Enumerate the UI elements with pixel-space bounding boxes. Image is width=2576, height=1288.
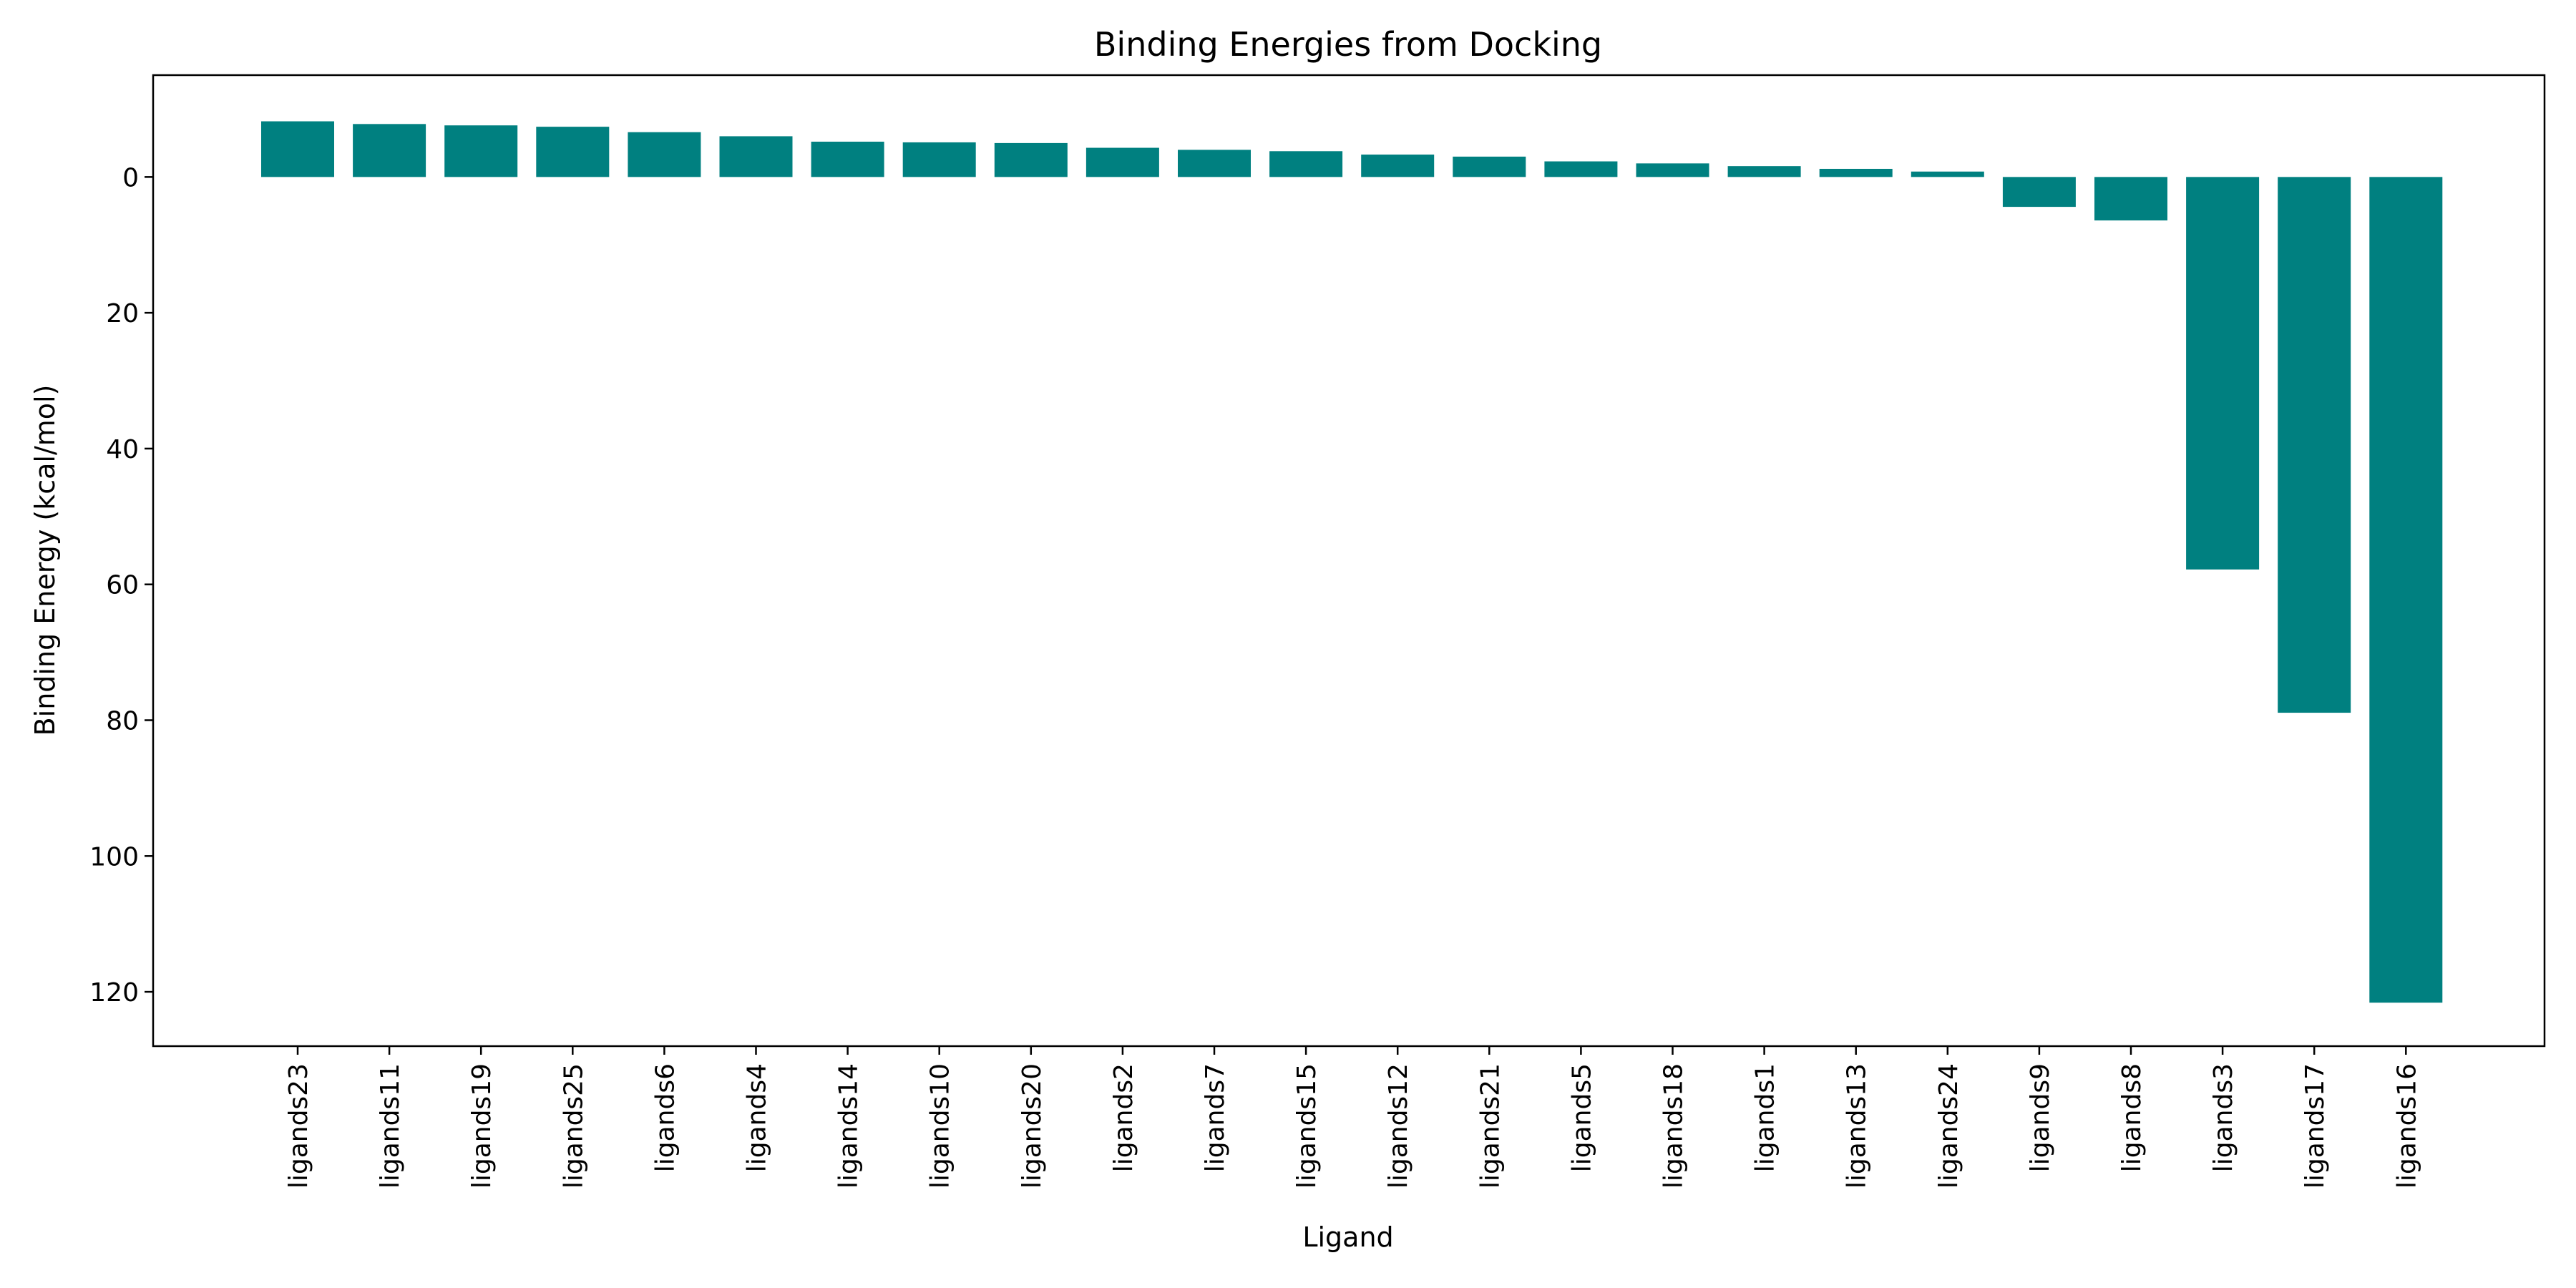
bar-ligands5 [1544, 161, 1618, 177]
plot-frame [152, 74, 2546, 1048]
x-tick-label: ligands23 [284, 1063, 313, 1189]
bar-ligands11 [353, 124, 426, 177]
x-tick-label: ligands2 [1109, 1063, 1138, 1172]
bar-ligands21 [1453, 156, 1526, 177]
x-tick-label: ligands25 [559, 1063, 588, 1189]
x-tick-label: ligands3 [2209, 1063, 2238, 1172]
x-tick-label: ligands7 [1201, 1063, 1230, 1172]
x-axis: ligands23 ligands11 ligands19 ligands25 liga… [284, 1046, 2421, 1189]
bar-ligands13 [1819, 168, 1893, 177]
bar-ligands14 [811, 141, 884, 177]
x-tick-label: ligands10 [926, 1063, 955, 1189]
bar-ligands3 [2186, 177, 2260, 570]
chart-title: Binding Energies from Docking [1094, 25, 1602, 64]
y-tick-label: 60 [106, 571, 139, 600]
y-tick-label: 120 [89, 978, 139, 1008]
bar-ligands16 [2369, 177, 2443, 1003]
x-tick-label: ligands13 [1843, 1063, 1872, 1189]
x-tick-label: ligands19 [467, 1063, 497, 1189]
bar-ligands1 [1727, 166, 1801, 177]
y-tick-label: 0 [122, 163, 139, 192]
bar-ligands6 [628, 132, 701, 177]
x-tick-label: ligands8 [2117, 1063, 2147, 1172]
x-tick-label: ligands17 [2301, 1063, 2330, 1189]
x-tick-label: ligands9 [2026, 1063, 2055, 1172]
bars-group [261, 121, 2443, 1003]
x-tick-label: ligands14 [834, 1063, 864, 1189]
bar-ligands25 [536, 127, 610, 177]
bar-ligands24 [1911, 171, 1984, 177]
x-tick-label: ligands24 [1934, 1063, 1963, 1189]
bar-ligands20 [994, 142, 1068, 177]
x-tick-label: ligands1 [1751, 1063, 1780, 1172]
x-tick-label: ligands16 [2392, 1063, 2421, 1189]
x-tick-label: ligands4 [743, 1063, 772, 1172]
x-axis-label: Ligand [1302, 1221, 1393, 1253]
bar-ligands17 [2278, 177, 2351, 713]
x-tick-label: ligands6 [650, 1063, 680, 1172]
x-tick-label: ligands5 [1567, 1063, 1596, 1172]
bar-ligands10 [902, 142, 976, 177]
x-tick-label: ligands15 [1292, 1063, 1322, 1189]
x-tick-label: ligands11 [376, 1063, 405, 1189]
bar-ligands9 [2002, 177, 2076, 208]
bar-ligands2 [1085, 147, 1159, 177]
bar-ligands12 [1361, 155, 1435, 177]
bar-ligands7 [1178, 150, 1251, 177]
y-tick-label: 20 [106, 299, 139, 328]
x-tick-label: ligands20 [1018, 1063, 1047, 1189]
y-tick-label: 100 [89, 842, 139, 872]
bar-ligands4 [719, 136, 793, 177]
bar-ligands18 [1636, 163, 1709, 177]
x-tick-label: ligands18 [1659, 1063, 1689, 1189]
y-axis-label: Binding Energy (kcal/mol) [29, 385, 61, 736]
bar-ligands23 [261, 121, 334, 177]
bar-ligands19 [444, 125, 518, 177]
bar-ligands8 [2094, 177, 2167, 221]
x-tick-label: ligands12 [1384, 1063, 1413, 1189]
bar-ligands15 [1269, 151, 1343, 177]
y-axis: 0 20 40 60 80 100 120 [89, 163, 153, 1008]
y-tick-label: 40 [106, 435, 139, 464]
y-tick-label: 80 [106, 707, 139, 736]
x-tick-label: ligands21 [1475, 1063, 1505, 1189]
